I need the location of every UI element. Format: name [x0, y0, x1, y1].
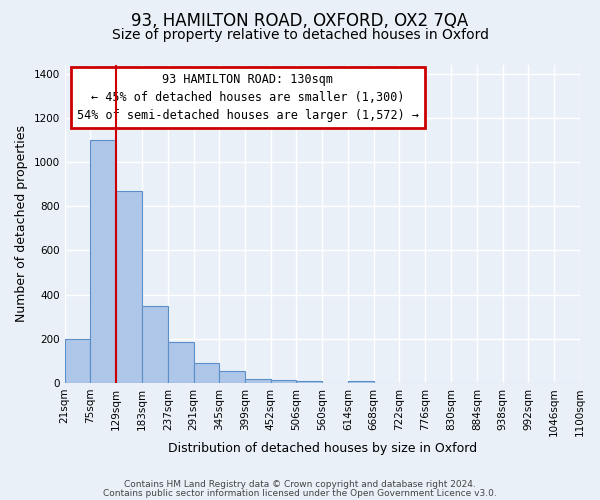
Bar	[91, 140, 116, 383]
Bar	[194, 363, 220, 383]
Text: Contains public sector information licensed under the Open Government Licence v3: Contains public sector information licen…	[103, 488, 497, 498]
Bar	[348, 381, 374, 383]
Bar	[296, 381, 322, 383]
Text: Size of property relative to detached houses in Oxford: Size of property relative to detached ho…	[112, 28, 488, 42]
Bar	[168, 342, 194, 383]
X-axis label: Distribution of detached houses by size in Oxford: Distribution of detached houses by size …	[168, 442, 477, 455]
Bar	[142, 306, 168, 383]
Bar	[245, 378, 271, 383]
Bar	[220, 371, 245, 383]
Text: 93 HAMILTON ROAD: 130sqm
← 45% of detached houses are smaller (1,300)
54% of sem: 93 HAMILTON ROAD: 130sqm ← 45% of detach…	[77, 73, 419, 122]
Bar	[271, 380, 296, 383]
Text: Contains HM Land Registry data © Crown copyright and database right 2024.: Contains HM Land Registry data © Crown c…	[124, 480, 476, 489]
Bar	[116, 191, 142, 383]
Bar	[65, 339, 91, 383]
Text: 93, HAMILTON ROAD, OXFORD, OX2 7QA: 93, HAMILTON ROAD, OXFORD, OX2 7QA	[131, 12, 469, 30]
Y-axis label: Number of detached properties: Number of detached properties	[15, 126, 28, 322]
